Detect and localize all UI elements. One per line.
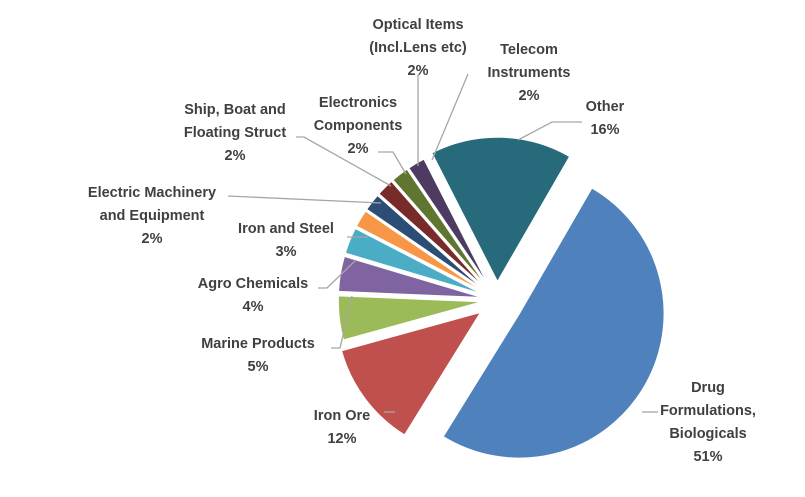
pie-slice-optical-items-incl-lens-etc xyxy=(391,167,490,290)
pie-slice-electric-machinery-and-equipment xyxy=(355,209,486,294)
data-label: Optical Items (Incl.Lens etc) 2% xyxy=(369,17,467,79)
leader-line xyxy=(517,121,582,141)
pie-slice-iron-and-steel xyxy=(344,227,485,296)
leader-line xyxy=(318,259,357,289)
data-label: Drug Formulations, Biologicals 51% xyxy=(660,380,756,465)
leader-line xyxy=(227,195,382,204)
data-label: Electronics Components 2% xyxy=(314,95,403,157)
pie-slices xyxy=(337,136,666,460)
pie-slice-iron-ore xyxy=(340,310,483,437)
pie-slice-agro-chemicals xyxy=(337,255,484,299)
leader-line xyxy=(378,151,407,175)
data-label: Marine Products 5% xyxy=(201,336,315,375)
pie-slice-marine-products xyxy=(337,294,484,342)
data-label: Electric Machinery and Equipment 2% xyxy=(88,185,216,247)
data-label: Iron and Steel 3% xyxy=(238,221,334,260)
pie-labels: Drug Formulations, Biologicals 51% Iron Ore 1… xyxy=(88,17,756,465)
leader-line xyxy=(431,73,469,161)
pie-slice-electronics-components xyxy=(377,180,488,291)
data-label: Ship, Boat and Floating Struct 2% xyxy=(184,102,286,164)
data-label: Other 16% xyxy=(586,99,625,138)
pie-slice-other xyxy=(430,136,571,284)
pie-slice-telecom-instruments xyxy=(407,157,491,289)
leader-line xyxy=(331,295,353,349)
data-label: Iron Ore 12% xyxy=(314,408,370,447)
pie-slice-drug-formulations-biologicals xyxy=(441,186,666,460)
data-label: Agro Chemicals 4% xyxy=(198,276,308,315)
data-label: Telecom Instruments 2% xyxy=(488,42,571,104)
leader-line xyxy=(296,136,392,187)
